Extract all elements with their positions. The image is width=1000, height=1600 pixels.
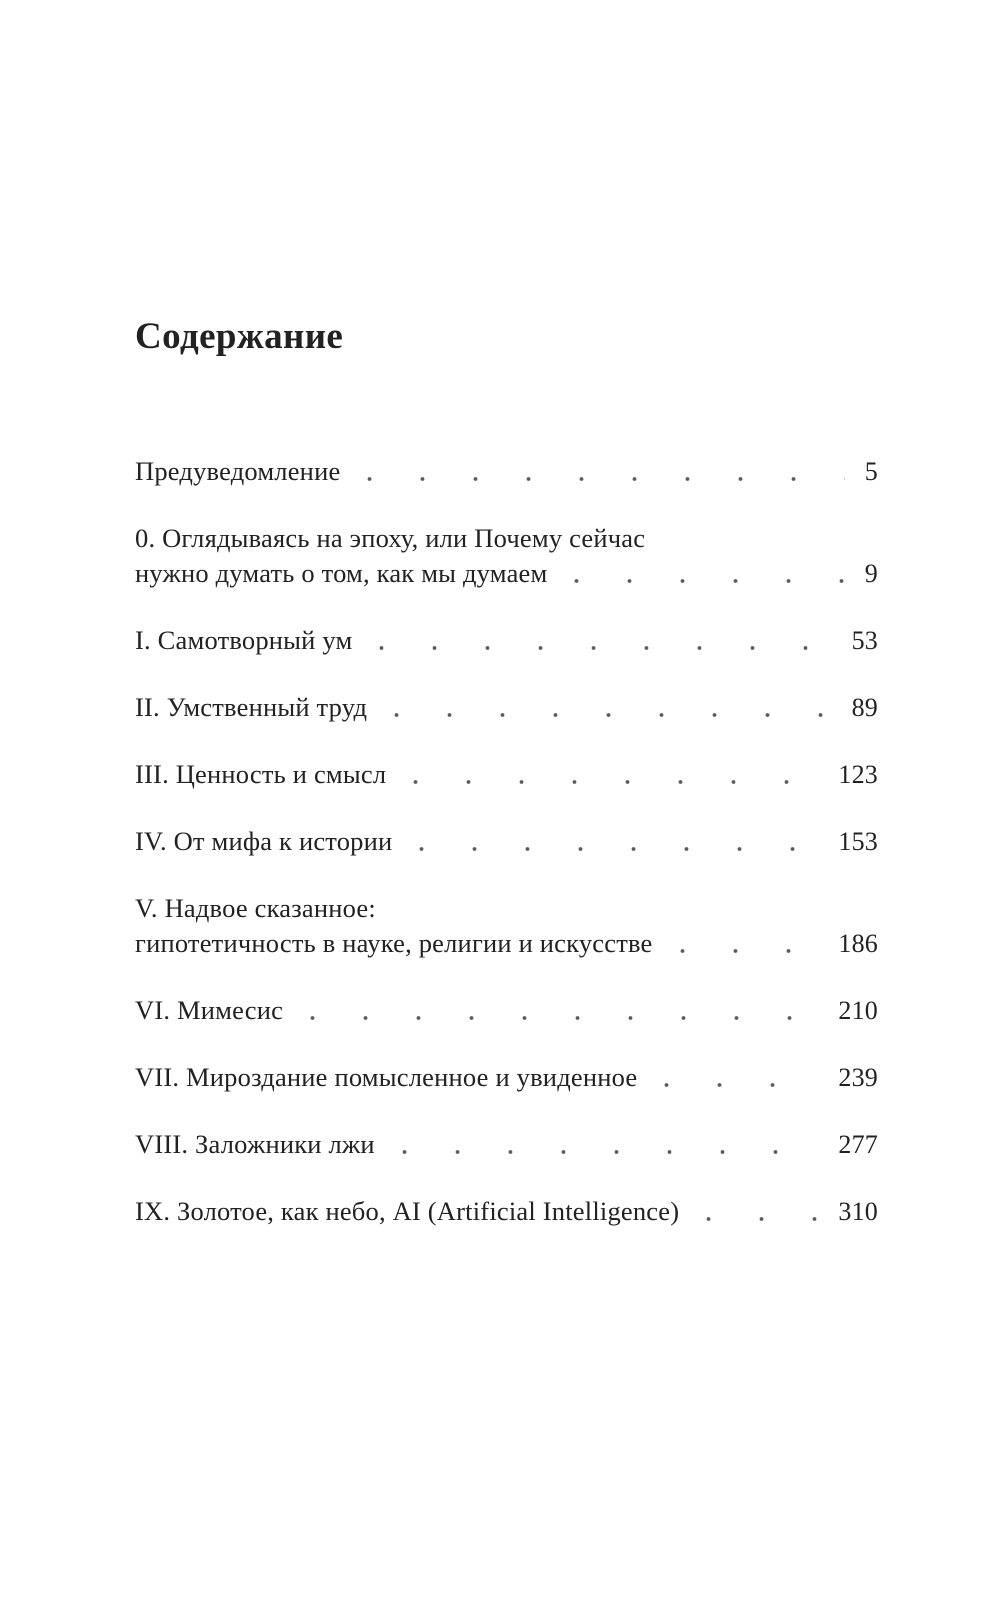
toc-entry-row: VII. Мироздание помысленное и увиденное … bbox=[135, 1060, 878, 1095]
toc-entry-title: IV. От мифа к истории bbox=[135, 826, 393, 856]
page-title: Содержание bbox=[135, 316, 344, 357]
toc-entry-title: VI. Мимесис bbox=[135, 995, 284, 1025]
toc-entry-page-number: 310 bbox=[838, 1197, 878, 1226]
dot-leader bbox=[419, 845, 819, 853]
toc-entry-page-number: 210 bbox=[838, 996, 878, 1025]
toc-entry-row: нужно думать о том, как мы думаем 9 bbox=[135, 556, 878, 591]
toc-entry-page-number: 277 bbox=[838, 1130, 878, 1159]
dot-leader bbox=[310, 1014, 819, 1022]
toc-entry: Предуведомление 5 bbox=[135, 454, 878, 489]
toc-entry-row: VI. Мимесис 210 bbox=[135, 993, 878, 1028]
toc-entry-title: I. Самотворный ум bbox=[135, 625, 353, 655]
toc-entry: VII. Мироздание помысленное и увиденное … bbox=[135, 1060, 878, 1095]
toc-entry-page-number: 5 bbox=[864, 457, 878, 486]
toc-entry-title: IX. Золотое, как небо, AI (Artificial In… bbox=[135, 1196, 680, 1226]
toc-entry: III. Ценность и смысл 123 bbox=[135, 757, 878, 792]
toc-entry-title-line1: V. Надвое сказанное: bbox=[135, 893, 376, 923]
dot-leader bbox=[379, 644, 832, 652]
toc-entry-title: VII. Мироздание помысленное и увиденное bbox=[135, 1062, 638, 1092]
toc-entry-title: II. Умственный труд bbox=[135, 692, 368, 722]
toc-entry-row: IV. От мифа к истории 153 bbox=[135, 824, 878, 859]
toc-entry-page-number: 53 bbox=[851, 626, 878, 655]
toc-entry: V. Надвое сказанное: гипотетичность в на… bbox=[135, 891, 878, 961]
dot-leader bbox=[706, 1215, 819, 1223]
toc-entry-page-number: 186 bbox=[838, 929, 878, 958]
toc-entry-title: III. Ценность и смысл bbox=[135, 759, 387, 789]
toc-entry-title-line2: нужно думать о том, как мы думаем bbox=[135, 558, 548, 588]
dot-leader bbox=[413, 778, 819, 786]
toc-entry: VI. Мимесис 210 bbox=[135, 993, 878, 1028]
toc-entry-page-number: 153 bbox=[838, 827, 878, 856]
toc-entry-page-number: 239 bbox=[838, 1063, 878, 1092]
toc-content: Содержание Предуведомление 5 0. Оглядыва… bbox=[0, 314, 1000, 1229]
toc-entry-title-line2: гипотетичность в науке, религии и искусс… bbox=[135, 928, 653, 958]
toc-entry-title: Предуведомление bbox=[135, 456, 341, 486]
dot-leader bbox=[367, 475, 845, 483]
toc-entry-title: VIII. Заложники лжи bbox=[135, 1129, 375, 1159]
toc-entry-page-number: 89 bbox=[851, 693, 878, 722]
toc-entry: II. Умственный труд 89 bbox=[135, 690, 878, 725]
table-of-contents: Предуведомление 5 0. Оглядываясь на эпох… bbox=[135, 454, 878, 1229]
toc-entry-page-number: 123 bbox=[838, 760, 878, 789]
dot-leader bbox=[679, 947, 819, 955]
dot-leader bbox=[394, 711, 832, 719]
toc-entry-row: III. Ценность и смысл 123 bbox=[135, 757, 878, 792]
toc-entry: I. Самотворный ум 53 bbox=[135, 623, 878, 658]
dot-leader bbox=[401, 1148, 819, 1156]
toc-entry: IX. Золотое, как небо, AI (Artificial In… bbox=[135, 1194, 878, 1229]
toc-entry: IV. От мифа к истории 153 bbox=[135, 824, 878, 859]
toc-entry-row: VIII. Заложники лжи 277 bbox=[135, 1127, 878, 1162]
toc-entry-row: Предуведомление 5 bbox=[135, 454, 878, 489]
dot-leader bbox=[664, 1081, 819, 1089]
toc-entry-page-number: 9 bbox=[864, 559, 878, 588]
toc-entry-row: гипотетичность в науке, религии и искусс… bbox=[135, 926, 878, 961]
dot-leader bbox=[574, 577, 845, 585]
toc-entry-row: II. Умственный труд 89 bbox=[135, 690, 878, 725]
toc-entry-row: I. Самотворный ум 53 bbox=[135, 623, 878, 658]
toc-entry: VIII. Заложники лжи 277 bbox=[135, 1127, 878, 1162]
toc-entry-row: IX. Золотое, как небо, AI (Artificial In… bbox=[135, 1194, 878, 1229]
toc-entry: 0. Оглядываясь на эпоху, или Почему сейч… bbox=[135, 521, 878, 591]
toc-entry-title-line1: 0. Оглядываясь на эпоху, или Почему сейч… bbox=[135, 523, 646, 553]
